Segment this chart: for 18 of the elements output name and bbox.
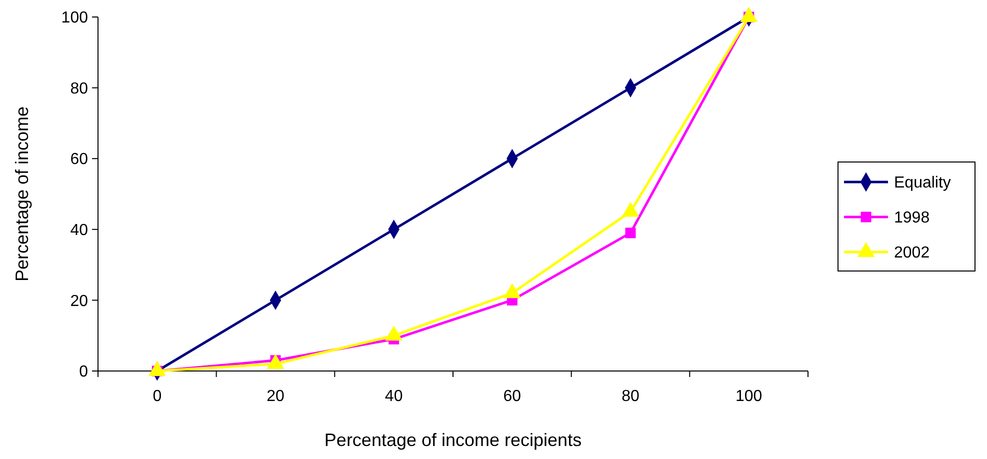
legend-label: 1998 (894, 210, 930, 227)
x-tick-label: 80 (622, 388, 640, 405)
x-tick-label: 20 (266, 388, 284, 405)
x-axis-title: Percentage of income recipients (324, 430, 582, 450)
y-tick-label: 60 (70, 151, 88, 168)
point (625, 228, 636, 238)
y-tick-label: 100 (61, 10, 88, 27)
x-tick-label: 100 (735, 388, 762, 405)
x-tick-label: 40 (384, 388, 403, 405)
y-axis-title: Percentage of income (12, 106, 32, 282)
x-tick-label: 0 (152, 388, 162, 405)
y-tick-label: 40 (70, 222, 88, 239)
legend-label: 2002 (894, 244, 930, 262)
legend-label: Equality (894, 174, 951, 192)
y-tick-label: 0 (79, 364, 88, 381)
y-tick-label: 20 (70, 292, 88, 310)
y-tick-label: 80 (70, 80, 88, 98)
x-tick-label: 60 (503, 388, 522, 405)
